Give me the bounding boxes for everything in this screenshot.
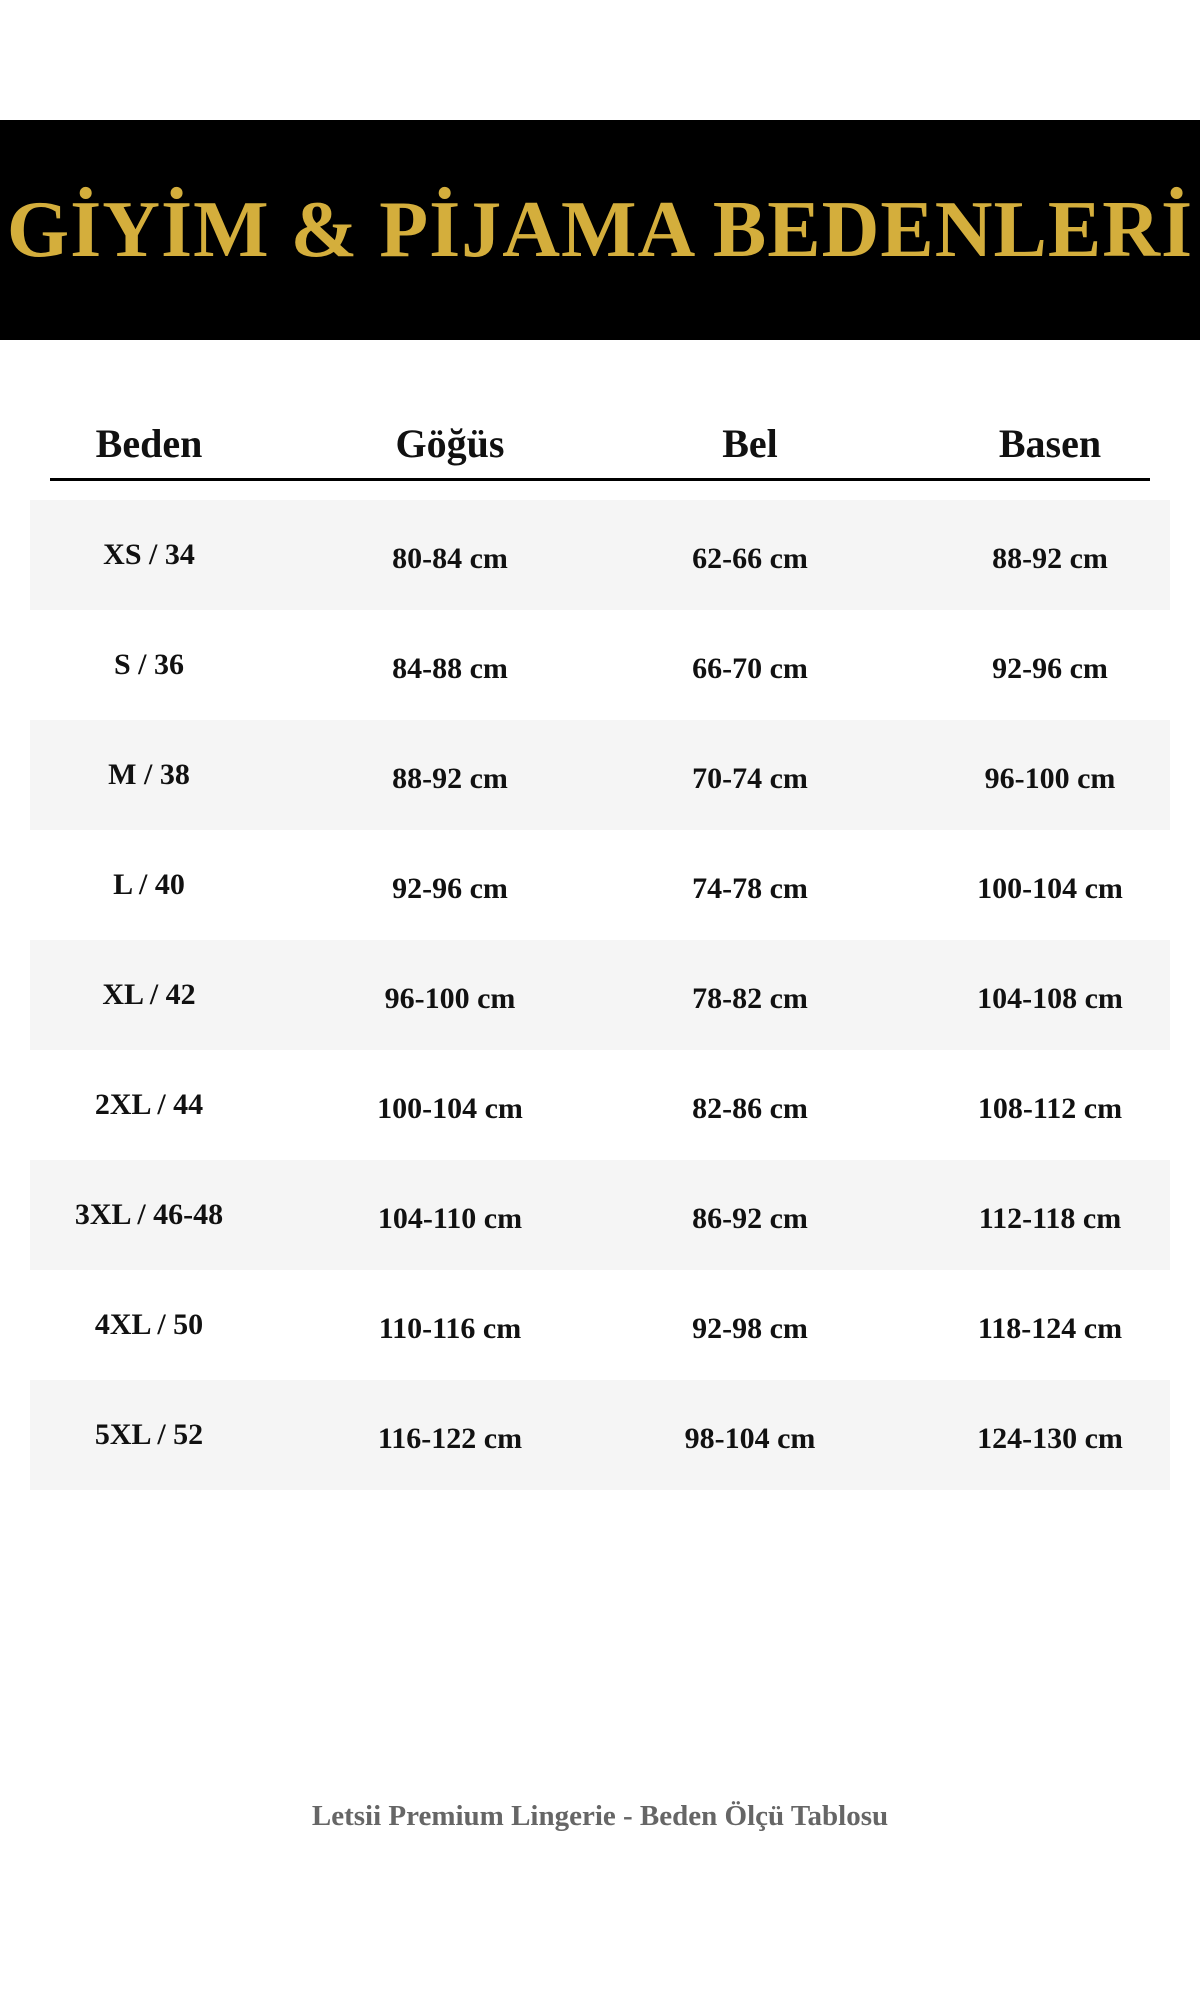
cell-size: 5XL / 52 [94, 1418, 204, 1451]
footer-caption: Letsii Premium Lingerie - Beden Ölçü Tab… [311, 1800, 889, 1832]
cell-waist: 78-82 cm [692, 982, 808, 1015]
cell-waist: 86-92 cm [692, 1202, 808, 1235]
table-row: 3XL / 46-48 104-110 cm 86-92 cm 112-118 cm [30, 1160, 1170, 1270]
cell-size: XL / 42 [102, 978, 196, 1011]
cell-waist: 62-66 cm [692, 542, 808, 575]
cell-chest: 100-104 cm [377, 1092, 523, 1125]
cell-size: 2XL / 44 [94, 1088, 204, 1121]
page-title: GİYİM & PİJAMA BEDENLERİ [6, 185, 1194, 274]
table-row: XL / 42 96-100 cm 78-82 cm 104-108 cm [30, 940, 1170, 1050]
cell-hip: 112-118 cm [978, 1202, 1122, 1235]
table-row: 4XL / 50 110-116 cm 92-98 cm 118-124 cm [30, 1270, 1170, 1380]
cell-hip: 108-112 cm [977, 1092, 1123, 1125]
cell-waist: 98-104 cm [684, 1422, 816, 1455]
cell-chest: 96-100 cm [384, 982, 516, 1015]
header-chest: Göğüs [395, 421, 505, 466]
table-row: 2XL / 44 100-104 cm 82-86 cm 108-112 cm [30, 1050, 1170, 1160]
size-table-body: XS / 34 80-84 cm 62-66 cm 88-92 cm S / 36 84-… [30, 500, 1170, 1490]
cell-size: 3XL / 46-48 [74, 1198, 224, 1231]
cell-chest: 92-96 cm [392, 872, 508, 905]
cell-waist: 74-78 cm [692, 872, 808, 905]
cell-hip: 104-108 cm [977, 982, 1123, 1015]
table-row: M / 38 88-92 cm 70-74 cm 96-100 cm [30, 720, 1170, 830]
cell-chest: 80-84 cm [392, 542, 508, 575]
cell-chest: 88-92 cm [392, 762, 508, 795]
cell-hip: 96-100 cm [984, 762, 1116, 795]
cell-hip: 92-96 cm [992, 652, 1108, 685]
cell-size: XS / 34 [103, 538, 195, 571]
header-waist: Bel [722, 421, 778, 466]
table-row: L / 40 92-96 cm 74-78 cm 100-104 cm [30, 830, 1170, 940]
cell-size: M / 38 [108, 758, 190, 791]
cell-waist: 70-74 cm [692, 762, 808, 795]
cell-size: S / 36 [113, 648, 185, 681]
cell-size: L / 40 [113, 868, 185, 901]
title-banner: GİYİM & PİJAMA BEDENLERİ [0, 120, 1200, 340]
header-hip: Basen [998, 421, 1102, 466]
table-row: XS / 34 80-84 cm 62-66 cm 88-92 cm [30, 500, 1170, 610]
table-row: S / 36 84-88 cm 66-70 cm 92-96 cm [30, 610, 1170, 720]
table-header: Beden Göğüs Bel Basen [50, 420, 1150, 481]
cell-waist: 92-98 cm [692, 1312, 808, 1345]
cell-hip: 118-124 cm [977, 1312, 1123, 1345]
cell-hip: 100-104 cm [977, 872, 1123, 905]
table-row: 5XL / 52 116-122 cm 98-104 cm 124-130 cm [30, 1380, 1170, 1490]
cell-hip: 88-92 cm [992, 542, 1108, 575]
cell-waist: 82-86 cm [692, 1092, 808, 1125]
cell-chest: 116-122 cm [377, 1422, 523, 1455]
cell-size: 4XL / 50 [94, 1308, 204, 1341]
cell-chest: 104-110 cm [377, 1202, 523, 1235]
cell-hip: 124-130 cm [977, 1422, 1123, 1455]
cell-chest: 84-88 cm [392, 652, 508, 685]
header-size: Beden [95, 421, 203, 466]
cell-chest: 110-116 cm [378, 1312, 522, 1345]
cell-waist: 66-70 cm [692, 652, 808, 685]
